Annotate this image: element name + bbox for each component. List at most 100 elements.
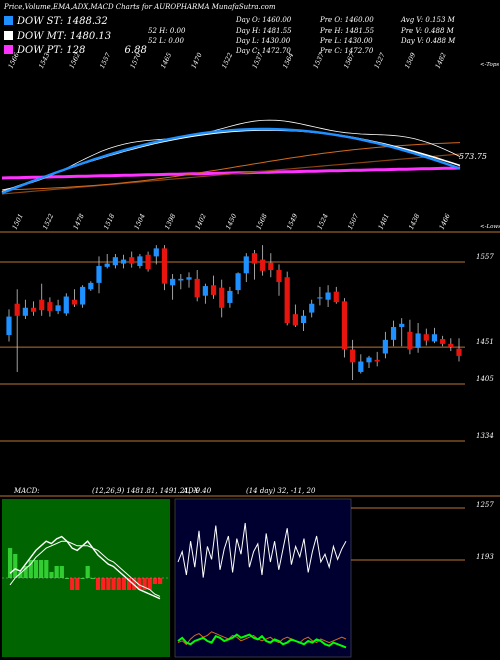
ema-brown-line	[1, 153, 461, 195]
adx-label: ADX	[182, 487, 200, 495]
macd-signal-line	[9, 540, 161, 597]
legend-swatch-magenta	[4, 45, 13, 54]
candle-up	[22, 307, 28, 316]
stat-day-high: Day H: 1481.55	[236, 27, 292, 35]
candle-up	[96, 266, 102, 283]
candle-up	[170, 278, 176, 286]
candle-up	[202, 286, 208, 296]
legend-dow-st: DOW ST: 1488.32	[4, 16, 108, 27]
stat-day-volume: Day V: 0.488 M	[401, 37, 456, 45]
macd-histogram-down	[137, 578, 142, 590]
macd-histogram-up	[80, 578, 85, 579]
candle-up	[6, 316, 12, 336]
stat-52-high: 52 H: 0.00	[148, 27, 186, 35]
candle-up	[390, 327, 397, 340]
candle-up	[137, 256, 143, 267]
stat-day-open: Day O: 1460.00	[236, 16, 292, 24]
macd-histogram-down	[152, 578, 158, 584]
ema-orange-line	[1, 142, 461, 191]
candle-up	[186, 277, 192, 280]
macd-histogram-up	[44, 560, 49, 578]
candle-down	[194, 278, 200, 298]
stat-prev-low: Pre L: 1430.00	[320, 37, 373, 45]
candle-up	[431, 334, 438, 342]
legend-extra-value: 6.88	[124, 45, 147, 56]
candle-up	[317, 297, 323, 299]
candle-down	[276, 270, 282, 283]
candle-down	[210, 285, 217, 295]
stat-52-low: 52 L: 0.00	[148, 37, 184, 45]
candle-down	[456, 348, 462, 356]
candle-up	[120, 259, 127, 264]
macd-histogram-up	[33, 560, 39, 578]
candle-up	[88, 282, 94, 290]
macd-histogram-down	[126, 578, 132, 590]
macd-histogram-up	[59, 566, 64, 578]
adx-panel: ADX (14 day) 32, -11, 20 1257 1193	[174, 487, 494, 658]
candle-down	[30, 307, 37, 312]
macd-histogram-down	[142, 578, 147, 590]
candle-up	[55, 305, 61, 311]
stat-prev-volume: Pre V: 0.488 M	[401, 27, 454, 35]
candle-down	[423, 334, 429, 341]
candle-down	[333, 291, 339, 303]
stat-avg-volume: Avg V: 0.153 M	[401, 16, 455, 24]
macd-histogram-up	[49, 572, 54, 578]
macd-histogram-down	[158, 578, 163, 584]
legend-swatch-white	[4, 31, 13, 40]
ema-blue-line	[1, 127, 461, 195]
candle-down	[71, 299, 78, 305]
candle-up	[80, 286, 86, 305]
macd-histogram-up	[13, 554, 18, 578]
minus-di-line	[177, 633, 347, 649]
macd-label: MACD:	[13, 487, 40, 495]
macd-histogram-up	[39, 560, 44, 578]
plus-di-line	[177, 631, 347, 646]
macd-histogram-up	[8, 548, 13, 578]
candle-up	[415, 333, 421, 348]
candle-up	[382, 339, 388, 354]
stat-prev-high: Pre H: 1481.55	[320, 27, 375, 35]
stat-prev-open: Pre O: 1460.00	[320, 16, 374, 24]
candle-down	[374, 359, 380, 362]
candle-down	[219, 287, 225, 308]
tops-marker: <-Tops	[480, 62, 499, 68]
candle-down	[260, 259, 266, 271]
candle-up	[358, 361, 364, 372]
ema-value-label: 573.75	[459, 152, 487, 161]
adx-tick-label: 1193	[476, 553, 494, 561]
macd-histogram-up	[90, 578, 95, 579]
macd-histogram-down	[116, 578, 121, 590]
macd-histogram-up	[23, 566, 28, 578]
candle-up	[153, 248, 159, 257]
candle-up	[300, 315, 307, 323]
candle-down	[440, 339, 446, 344]
candle-down	[14, 303, 20, 316]
stat-day-low: Day L: 1430.00	[236, 37, 291, 45]
macd-histogram-up	[64, 578, 70, 579]
adx-background	[174, 498, 352, 658]
adx-line	[177, 522, 347, 578]
candle-up	[104, 263, 110, 267]
price-tick-label: 1451	[476, 338, 494, 346]
macd-histogram-up	[18, 572, 23, 578]
candle-down	[292, 314, 298, 326]
legend-swatch-blue	[4, 16, 13, 25]
macd-histogram-down	[111, 578, 116, 590]
macd-params: (12,26,9) 1481.81, 1491.21, -9.40	[92, 487, 212, 495]
candle-up	[325, 292, 331, 300]
candle-down	[341, 301, 348, 350]
lows-marker: <-Lows	[480, 224, 500, 230]
ema-magenta-line	[1, 166, 461, 180]
price-tick-label: 1405	[476, 375, 494, 383]
candle-up	[112, 257, 118, 266]
price-tick-label: 1334	[476, 432, 494, 440]
candle-up	[235, 273, 241, 291]
candle-up	[309, 303, 315, 313]
macd-line	[9, 535, 161, 600]
candle-down	[129, 257, 135, 264]
page-title: Price,Volume,EMA,ADX,MACD Charts for AUR…	[4, 3, 276, 11]
ema-white-thin-line	[1, 119, 461, 191]
legend-dow-pt: DOW PT: 128 6.88	[4, 45, 147, 56]
macd-histogram-down	[75, 578, 80, 590]
